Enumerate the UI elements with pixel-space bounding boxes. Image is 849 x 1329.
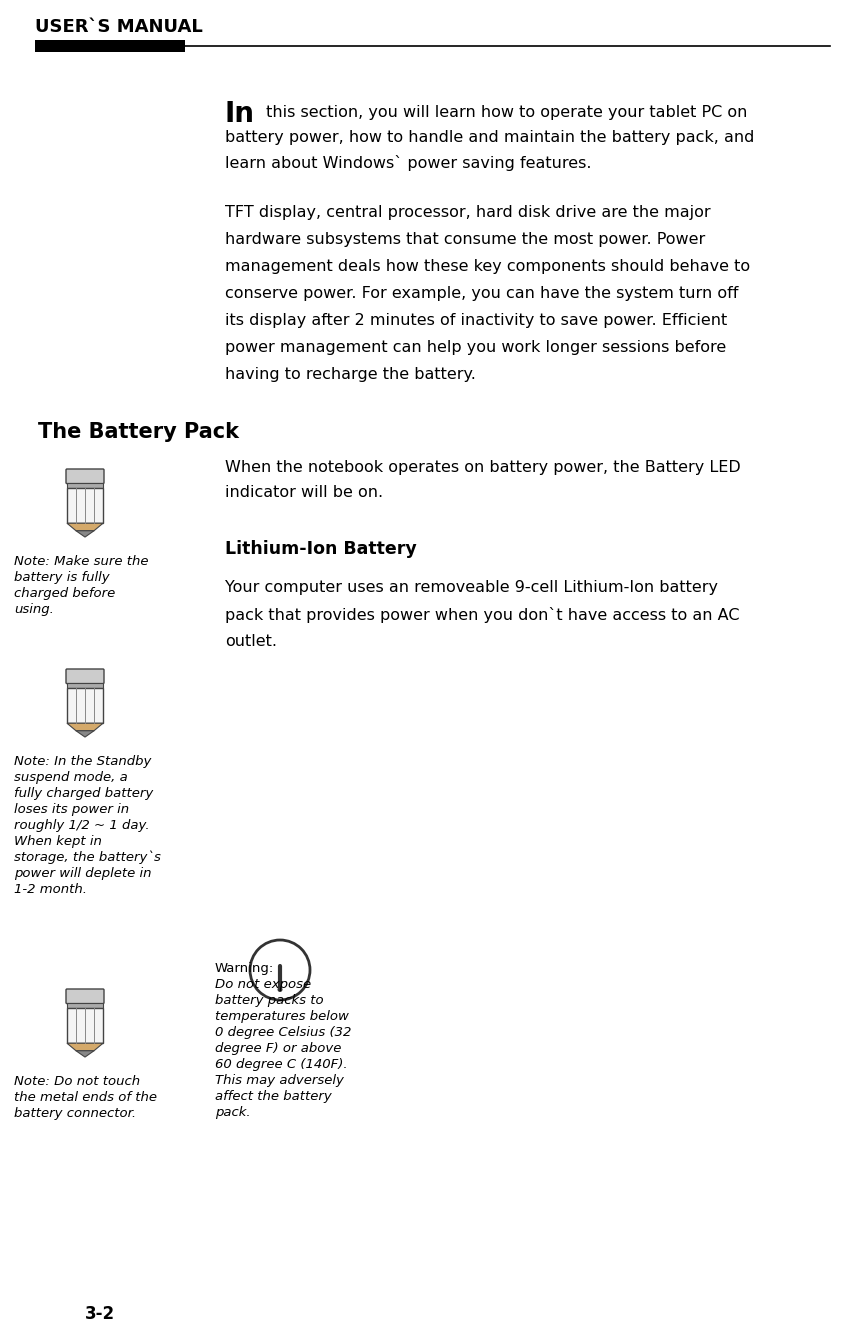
Text: In: In — [225, 100, 255, 128]
Text: storage, the battery`s: storage, the battery`s — [14, 851, 160, 864]
Text: learn about Windows` power saving features.: learn about Windows` power saving featur… — [225, 155, 592, 171]
Text: Note: Do not touch: Note: Do not touch — [14, 1075, 140, 1088]
Text: battery is fully: battery is fully — [14, 571, 110, 583]
Text: roughly 1/2 ~ 1 day.: roughly 1/2 ~ 1 day. — [14, 819, 149, 832]
Bar — [67, 1002, 103, 1009]
Text: When kept in: When kept in — [14, 835, 102, 848]
FancyBboxPatch shape — [66, 469, 104, 484]
Text: 3-2: 3-2 — [85, 1305, 115, 1322]
Text: The Battery Pack: The Battery Pack — [38, 423, 239, 443]
Text: temperatures below: temperatures below — [215, 1010, 349, 1023]
Text: management deals how these key components should behave to: management deals how these key component… — [225, 259, 751, 274]
Text: Warning:: Warning: — [215, 962, 274, 975]
Text: conserve power. For example, you can have the system turn off: conserve power. For example, you can hav… — [225, 286, 739, 300]
Text: charged before: charged before — [14, 587, 115, 599]
Text: suspend mode, a: suspend mode, a — [14, 771, 127, 784]
Bar — [67, 688, 103, 723]
Text: hardware subsystems that consume the most power. Power: hardware subsystems that consume the mos… — [225, 233, 706, 247]
Text: When the notebook operates on battery power, the Battery LED: When the notebook operates on battery po… — [225, 460, 740, 474]
Circle shape — [278, 987, 283, 991]
Text: power management can help you work longer sessions before: power management can help you work longe… — [225, 340, 726, 355]
Text: this section, you will learn how to operate your tablet PC on: this section, you will learn how to oper… — [261, 105, 747, 120]
Bar — [35, 40, 185, 52]
Bar — [67, 488, 103, 524]
Text: 60 degree C (140F).: 60 degree C (140F). — [215, 1058, 347, 1071]
Text: pack that provides power when you don`t have access to an AC: pack that provides power when you don`t … — [225, 607, 739, 623]
Text: fully charged battery: fully charged battery — [14, 787, 154, 800]
Bar — [67, 1009, 103, 1043]
Text: Note: Make sure the: Note: Make sure the — [14, 556, 149, 567]
Text: Do not expose: Do not expose — [215, 978, 311, 991]
Text: battery packs to: battery packs to — [215, 994, 323, 1007]
Text: having to recharge the battery.: having to recharge the battery. — [225, 367, 476, 381]
Text: indicator will be on.: indicator will be on. — [225, 485, 383, 500]
Polygon shape — [67, 723, 103, 731]
Text: battery connector.: battery connector. — [14, 1107, 136, 1120]
Text: degree F) or above: degree F) or above — [215, 1042, 341, 1055]
Polygon shape — [67, 524, 103, 530]
Text: its display after 2 minutes of inactivity to save power. Efficient: its display after 2 minutes of inactivit… — [225, 314, 728, 328]
Text: TFT display, central processor, hard disk drive are the major: TFT display, central processor, hard dis… — [225, 205, 711, 221]
Bar — [67, 482, 103, 488]
Text: Lithium-Ion Battery: Lithium-Ion Battery — [225, 540, 417, 558]
Text: 1-2 month.: 1-2 month. — [14, 882, 87, 896]
Text: Your computer uses an removeable 9-cell Lithium-Ion battery: Your computer uses an removeable 9-cell … — [225, 579, 718, 595]
Polygon shape — [76, 1051, 94, 1057]
Text: USER`S MANUAL: USER`S MANUAL — [35, 19, 203, 36]
Polygon shape — [76, 731, 94, 738]
FancyBboxPatch shape — [66, 668, 104, 683]
Text: pack.: pack. — [215, 1106, 250, 1119]
Text: using.: using. — [14, 603, 53, 617]
FancyBboxPatch shape — [66, 989, 104, 1003]
Text: affect the battery: affect the battery — [215, 1090, 332, 1103]
Text: loses its power in: loses its power in — [14, 803, 129, 816]
Bar — [67, 683, 103, 688]
Text: the metal ends of the: the metal ends of the — [14, 1091, 157, 1104]
Text: power will deplete in: power will deplete in — [14, 867, 151, 880]
Text: This may adversely: This may adversely — [215, 1074, 344, 1087]
Text: battery power, how to handle and maintain the battery pack, and: battery power, how to handle and maintai… — [225, 130, 755, 145]
Text: 0 degree Celsius (32: 0 degree Celsius (32 — [215, 1026, 351, 1039]
Text: Note: In the Standby: Note: In the Standby — [14, 755, 151, 768]
Polygon shape — [76, 530, 94, 537]
Polygon shape — [67, 1043, 103, 1051]
Text: outlet.: outlet. — [225, 634, 277, 649]
